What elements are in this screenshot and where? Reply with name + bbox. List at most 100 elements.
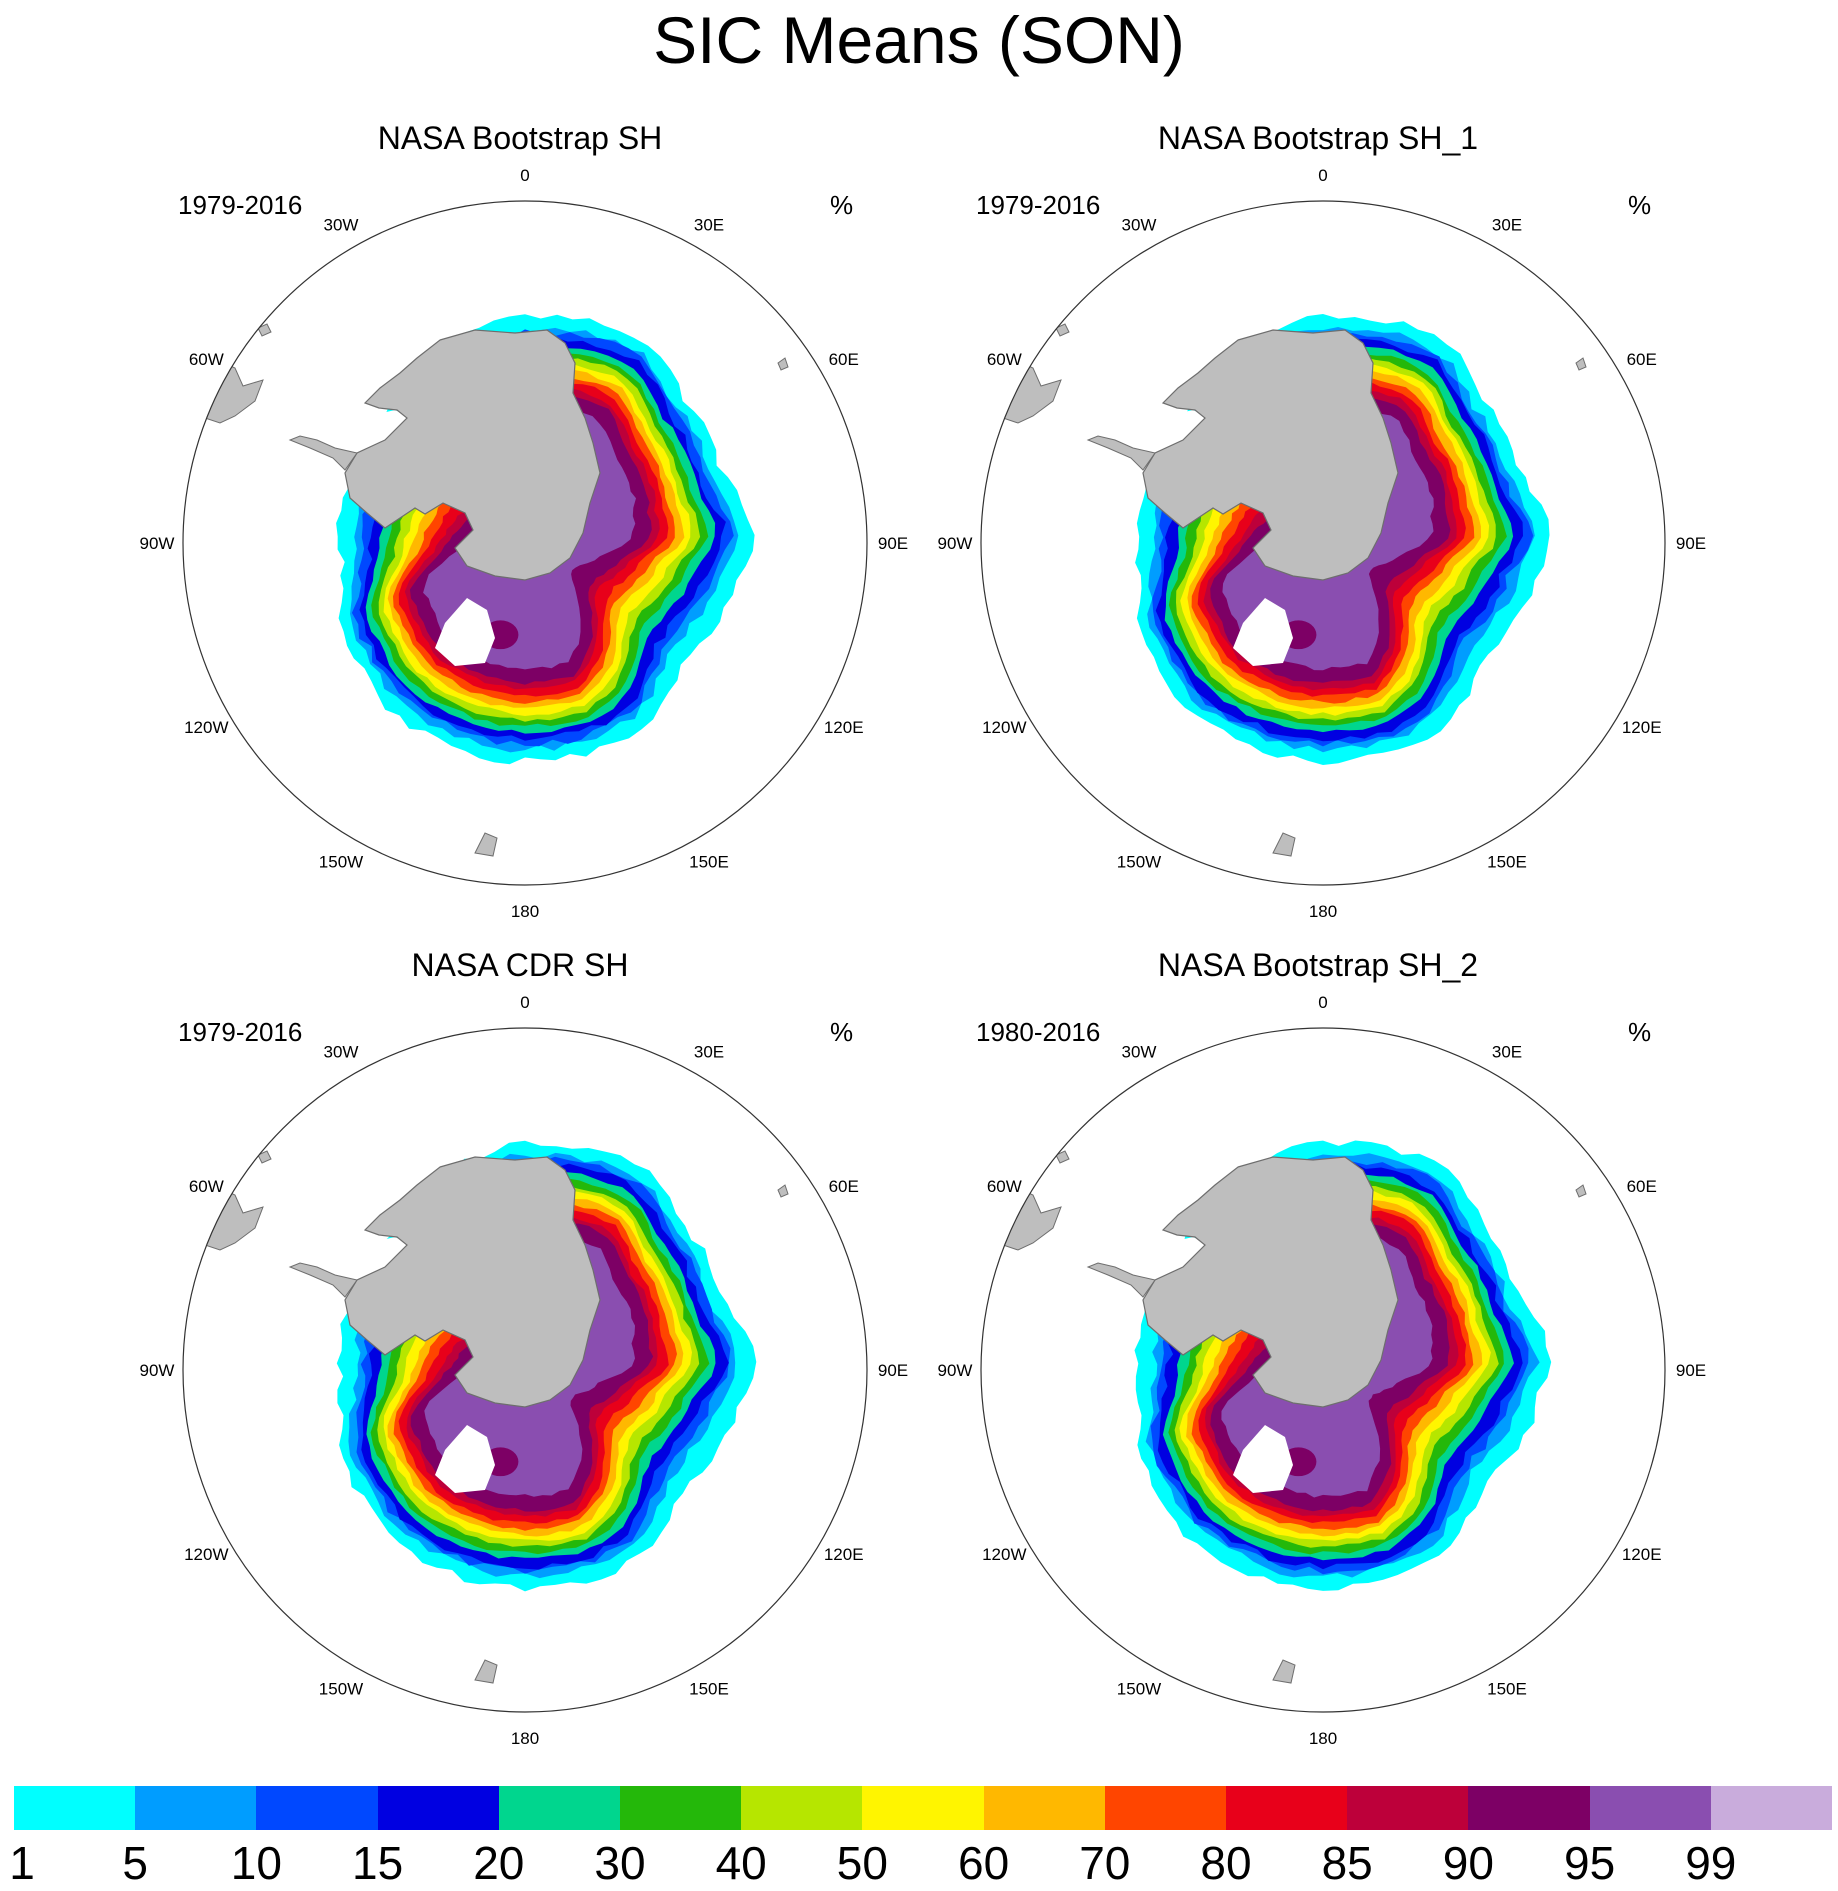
longitude-label: 60E <box>829 1177 859 1196</box>
longitude-label: 60W <box>189 1177 224 1196</box>
colorbar-swatch <box>1226 1786 1348 1830</box>
panel-title: NASA Bootstrap SH <box>377 120 663 156</box>
kerguelen-island <box>1575 357 1587 371</box>
map-panel: 0 30E 60E 90E 120E 150E 180 150W 120W 90W 60W 30W N… <box>95 945 945 1745</box>
new-zealand-land <box>474 1659 498 1684</box>
colorbar-swatch <box>1104 1786 1227 1830</box>
colorbar-swatch <box>741 1786 863 1830</box>
colorbar-swatch <box>862 1786 984 1830</box>
polar-map: 0 30E 60E 90E 120E 150E 180 150W 120W 90W 60W 30W <box>140 993 909 1745</box>
map-panel: 0 30E 60E 90E 120E 150E 180 150W 120W 90W 60W 30W N… <box>893 945 1743 1745</box>
map-panel: 0 30E 60E 90E 120E 150E 180 150W 120W 90W 60W 30W N… <box>893 118 1743 918</box>
colorbar <box>14 1786 1833 1830</box>
panel-period: 1979-2016 <box>976 190 1101 220</box>
map-boundary <box>182 1027 868 1713</box>
panel-title: NASA CDR SH <box>411 947 629 983</box>
colorbar-tick-label: 70 <box>1079 1837 1131 1889</box>
polar-map: 0 30E 60E 90E 120E 150E 180 150W 120W 90W 60W 30W <box>938 993 1707 1745</box>
longitude-label: 180 <box>511 1729 539 1745</box>
longitude-label: 30W <box>1122 215 1157 234</box>
longitude-label: 150E <box>689 1680 729 1699</box>
colorbar-tick-label: 95 <box>1564 1837 1616 1889</box>
longitude-label: 120W <box>184 1545 228 1564</box>
antarctic-peninsula <box>1086 1262 1156 1298</box>
colorbar-swatch <box>983 1786 1105 1830</box>
antarctic-peninsula <box>288 1262 358 1298</box>
panel-period: 1979-2016 <box>178 190 303 220</box>
colorbar-tick-label: 5 <box>122 1837 148 1889</box>
longitude-label: 150E <box>1487 1680 1527 1699</box>
longitude-label: 90E <box>878 1361 908 1380</box>
longitude-label: 30E <box>694 215 724 234</box>
antarctica-landmass <box>1142 329 1399 581</box>
longitude-label: 150W <box>319 1680 363 1699</box>
longitude-label: 180 <box>1309 902 1337 918</box>
antarctica-landmass <box>344 329 601 581</box>
polar-map: 0 30E 60E 90E 120E 150E 180 150W 120W 90W 60W 30W <box>938 166 1707 918</box>
longitude-label: 0 <box>520 993 529 1012</box>
falkland-islands <box>1055 1150 1070 1164</box>
map-panel: 0 30E 60E 90E 120E 150E 180 150W 120W 90W 60W 30W N… <box>95 118 945 918</box>
falkland-islands <box>257 1150 272 1164</box>
new-zealand-land <box>1272 1659 1296 1684</box>
panel-units: % <box>1628 1017 1652 1047</box>
colorbar-tick-label: 90 <box>1442 1837 1494 1889</box>
colorbar-tick-label: 40 <box>715 1837 767 1889</box>
longitude-label: 60W <box>987 1177 1022 1196</box>
falkland-islands <box>1055 323 1070 337</box>
new-zealand-land <box>1272 832 1296 857</box>
colorbar-swatch <box>377 1786 499 1830</box>
map-boundary <box>980 200 1666 886</box>
kerguelen-island <box>777 1184 789 1198</box>
longitude-label: 90W <box>140 1361 175 1380</box>
longitude-label: 120W <box>184 718 228 737</box>
longitude-label: 60E <box>1627 1177 1657 1196</box>
antarctic-peninsula <box>1086 435 1156 471</box>
colorbar-swatch <box>14 1786 136 1830</box>
longitude-label: 180 <box>1309 1729 1337 1745</box>
figure-title: SIC Means (SON) <box>653 3 1185 77</box>
colorbar-swatch <box>1710 1786 1833 1830</box>
longitude-label: 0 <box>520 166 529 185</box>
map-boundary <box>980 1027 1666 1713</box>
longitude-label: 150W <box>1117 853 1161 872</box>
colorbar-tick-label: 20 <box>473 1837 525 1889</box>
longitude-label: 90E <box>878 534 908 553</box>
ice-shelf <box>1233 1425 1293 1493</box>
longitude-label: 120W <box>982 718 1026 737</box>
falkland-islands <box>257 323 272 337</box>
longitude-label: 30E <box>1492 1042 1522 1061</box>
longitude-label: 30W <box>1122 1042 1157 1061</box>
longitude-label: 120E <box>1622 718 1662 737</box>
colorbar-tick-label: 30 <box>594 1837 646 1889</box>
new-zealand-land <box>474 832 498 857</box>
colorbar-swatch <box>135 1786 257 1830</box>
colorbar-swatch <box>1468 1786 1590 1830</box>
antarctica-landmass <box>344 1156 601 1408</box>
panel-period: 1979-2016 <box>178 1017 303 1047</box>
antarctic-peninsula <box>288 435 358 471</box>
colorbar-swatch <box>256 1786 378 1830</box>
longitude-label: 60W <box>189 350 224 369</box>
longitude-label: 120E <box>1622 1545 1662 1564</box>
map-boundary <box>182 200 868 886</box>
longitude-label: 120E <box>824 718 864 737</box>
longitude-label: 90E <box>1676 534 1706 553</box>
longitude-label: 0 <box>1318 166 1327 185</box>
longitude-label: 180 <box>511 902 539 918</box>
longitude-label: 150E <box>689 853 729 872</box>
longitude-label: 150W <box>1117 1680 1161 1699</box>
colorbar-tick-label: 10 <box>230 1837 282 1889</box>
longitude-label: 60W <box>987 350 1022 369</box>
kerguelen-island <box>1575 1184 1587 1198</box>
longitude-label: 60E <box>829 350 859 369</box>
colorbar-tick-label: 15 <box>352 1837 404 1889</box>
panel-units: % <box>1628 190 1652 220</box>
colorbar-tick-label: 80 <box>1200 1837 1252 1889</box>
colorbar-swatch <box>620 1786 742 1830</box>
colorbar-labels: 1 5 10 15 20 30 40 50 60 70 80 85 90 95 99 <box>0 1836 1838 1891</box>
longitude-label: 90E <box>1676 1361 1706 1380</box>
colorbar-swatch <box>498 1786 621 1830</box>
panel-units: % <box>830 1017 854 1047</box>
longitude-label: 0 <box>1318 993 1327 1012</box>
